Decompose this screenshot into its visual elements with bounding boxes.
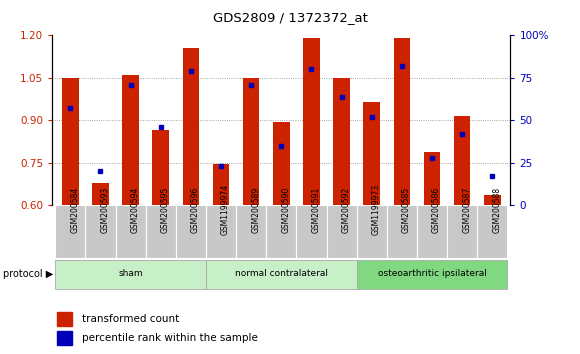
Bar	[243, 78, 259, 205]
Text: GSM200585: GSM200585	[402, 187, 411, 233]
Bar	[296, 205, 327, 258]
Bar	[85, 205, 115, 258]
Text: GSM200584: GSM200584	[70, 187, 79, 233]
Bar	[115, 205, 146, 258]
Bar	[57, 312, 72, 326]
Bar	[206, 260, 357, 289]
Bar	[334, 78, 350, 205]
Bar	[327, 205, 357, 258]
Text: GSM200586: GSM200586	[432, 187, 441, 233]
Bar	[55, 205, 85, 258]
Bar	[387, 205, 417, 258]
Bar	[424, 152, 440, 205]
Bar	[92, 183, 108, 205]
Text: protocol ▶: protocol ▶	[3, 269, 53, 279]
Bar	[266, 205, 296, 258]
Bar	[55, 260, 206, 289]
Bar	[484, 195, 501, 205]
Text: GSM200592: GSM200592	[342, 187, 350, 233]
Bar	[477, 205, 508, 258]
Text: normal contralateral: normal contralateral	[235, 269, 328, 278]
Text: GSM200596: GSM200596	[191, 186, 200, 233]
Bar	[357, 205, 387, 258]
Text: GSM200593: GSM200593	[100, 186, 110, 233]
Bar	[146, 205, 176, 258]
Text: GSM200590: GSM200590	[281, 186, 291, 233]
Text: GSM200589: GSM200589	[251, 187, 260, 233]
Text: GDS2809 / 1372372_at: GDS2809 / 1372372_at	[212, 11, 368, 24]
Bar	[417, 205, 447, 258]
Text: GSM200591: GSM200591	[311, 187, 320, 233]
Bar	[122, 75, 139, 205]
Bar	[62, 78, 78, 205]
Text: GSM200588: GSM200588	[492, 187, 501, 233]
Text: GSM1199973: GSM1199973	[372, 184, 380, 235]
Bar	[183, 48, 199, 205]
Text: GSM200595: GSM200595	[161, 186, 170, 233]
Text: GSM200594: GSM200594	[130, 186, 140, 233]
Bar	[57, 331, 72, 345]
Bar	[454, 116, 470, 205]
Bar	[206, 205, 236, 258]
Text: transformed count: transformed count	[82, 314, 179, 324]
Text: GSM200587: GSM200587	[462, 187, 471, 233]
Bar	[364, 102, 380, 205]
Bar	[213, 164, 229, 205]
Bar	[303, 38, 320, 205]
Text: sham: sham	[118, 269, 143, 278]
Bar	[153, 130, 169, 205]
Bar	[394, 38, 410, 205]
Bar	[447, 205, 477, 258]
Text: GSM1199974: GSM1199974	[221, 184, 230, 235]
Text: percentile rank within the sample: percentile rank within the sample	[82, 333, 258, 343]
Bar	[176, 205, 206, 258]
Bar	[236, 205, 266, 258]
Bar	[273, 122, 289, 205]
Bar	[357, 260, 508, 289]
Text: osteoarthritic ipsilateral: osteoarthritic ipsilateral	[378, 269, 487, 278]
